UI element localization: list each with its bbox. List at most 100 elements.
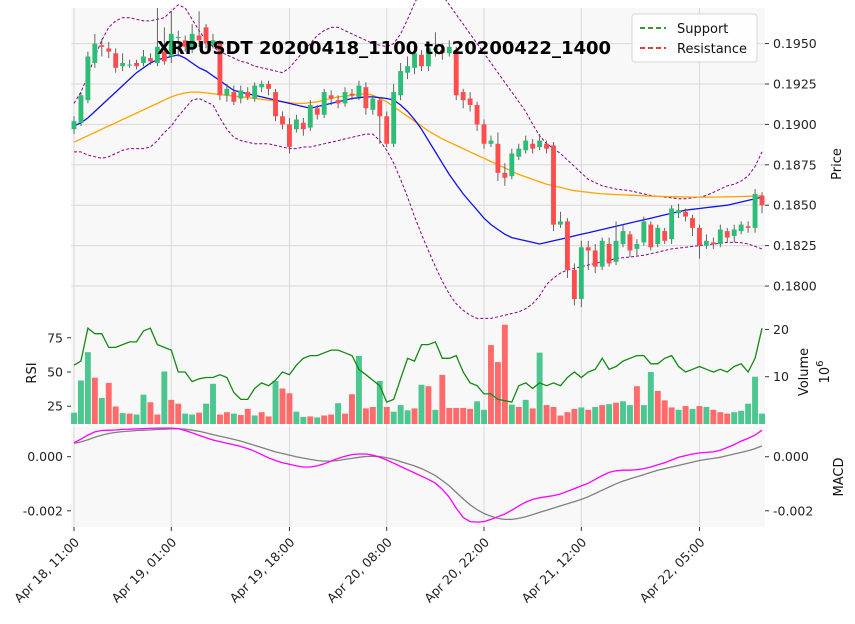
candle-body bbox=[425, 48, 431, 67]
volume-bars bbox=[71, 324, 765, 424]
candle-body bbox=[544, 143, 549, 149]
candle-body bbox=[328, 95, 334, 99]
volume-bar bbox=[237, 415, 244, 424]
candle-body bbox=[703, 240, 709, 246]
volume-bar bbox=[446, 407, 453, 424]
candle-body bbox=[717, 229, 723, 245]
candle-body bbox=[697, 227, 702, 246]
candle-body bbox=[676, 210, 682, 214]
rsi-tick-label: 25 bbox=[47, 399, 63, 414]
volume-bar bbox=[536, 352, 543, 424]
volume-bar bbox=[91, 377, 98, 424]
volume-bar bbox=[613, 402, 620, 424]
candle-body bbox=[189, 33, 195, 51]
volume-bar bbox=[376, 380, 383, 424]
volume-bar bbox=[126, 413, 133, 424]
candle-body bbox=[92, 43, 98, 63]
price-tick-label: 0.1825 bbox=[773, 238, 817, 253]
volume-bar bbox=[244, 408, 251, 424]
volume-bar bbox=[404, 410, 411, 424]
legend-support-label: Support bbox=[677, 22, 728, 37]
volume-bar bbox=[397, 405, 404, 424]
indicator-panel-bg bbox=[71, 320, 765, 424]
candle-body bbox=[453, 50, 459, 96]
volume-bar bbox=[675, 409, 682, 424]
candle-body bbox=[127, 64, 133, 66]
candle-body bbox=[460, 92, 466, 101]
volume-bar bbox=[279, 388, 286, 424]
candle-body bbox=[203, 27, 209, 44]
candle-body bbox=[488, 140, 494, 144]
candle-body bbox=[655, 227, 661, 245]
volume-bar bbox=[578, 407, 585, 424]
volume-bar bbox=[647, 372, 654, 424]
rsi-tick-label: 75 bbox=[47, 330, 63, 345]
candle-body bbox=[335, 100, 341, 104]
volume-bar bbox=[759, 413, 765, 424]
candle-body bbox=[161, 51, 167, 62]
candle-body bbox=[724, 231, 730, 238]
candle-body bbox=[564, 221, 570, 270]
candle-body bbox=[342, 92, 348, 104]
candle-body bbox=[259, 83, 265, 88]
volume-bar bbox=[112, 406, 119, 424]
candle-body bbox=[606, 244, 612, 264]
macd-axis-label: MACD bbox=[832, 458, 847, 497]
volume-bar bbox=[508, 404, 515, 424]
x-tick-label: Apr 21, 12:00 bbox=[518, 534, 589, 605]
candle-body bbox=[307, 104, 313, 128]
volume-bar bbox=[321, 415, 328, 424]
price-axis-label: Price bbox=[830, 148, 845, 180]
x-tick-label: Apr 20, 08:00 bbox=[324, 534, 395, 605]
candle-body bbox=[99, 45, 105, 47]
volume-bar bbox=[390, 411, 397, 424]
volume-bar bbox=[557, 415, 564, 424]
volume-bar bbox=[182, 413, 189, 424]
volume-bar bbox=[411, 408, 418, 424]
volume-bar bbox=[286, 393, 293, 424]
candle-body bbox=[148, 58, 153, 62]
volume-bar bbox=[383, 406, 390, 424]
volume-bar bbox=[272, 380, 279, 424]
volume-bar bbox=[668, 407, 675, 424]
candle-body bbox=[620, 231, 626, 245]
candle-body bbox=[759, 195, 765, 206]
candle-body bbox=[266, 83, 272, 89]
candle-body bbox=[370, 98, 376, 110]
volume-bar bbox=[710, 409, 717, 424]
legend-box bbox=[631, 13, 758, 63]
candle-body bbox=[377, 100, 383, 117]
volume-bar bbox=[738, 410, 745, 424]
candle-body bbox=[391, 92, 397, 144]
candle-body bbox=[495, 143, 501, 173]
candle-body bbox=[273, 92, 278, 117]
candle-body bbox=[634, 244, 640, 249]
candle-body bbox=[558, 221, 563, 225]
volume-bar bbox=[661, 400, 668, 424]
legend: Support Resistance bbox=[631, 13, 758, 63]
volume-bar bbox=[328, 414, 335, 424]
price-overlays bbox=[73, 0, 763, 319]
candle-body bbox=[85, 56, 91, 101]
volume-bar bbox=[71, 412, 77, 424]
volume-bar bbox=[703, 406, 710, 424]
candle-body bbox=[154, 46, 160, 63]
candle-body bbox=[419, 54, 424, 67]
volume-scale-label: 106 bbox=[815, 361, 833, 384]
volume-bar bbox=[474, 401, 481, 424]
volume-bar bbox=[543, 405, 550, 424]
volume-bar bbox=[251, 415, 258, 424]
candle-body bbox=[141, 56, 146, 63]
volume-bar bbox=[501, 324, 508, 424]
candle-body bbox=[245, 92, 251, 97]
candle-body bbox=[175, 37, 181, 39]
volume-bar bbox=[529, 408, 536, 424]
volume-bar bbox=[418, 384, 425, 424]
volume-bar bbox=[432, 409, 439, 424]
candle-body bbox=[182, 40, 188, 47]
volume-bar bbox=[161, 371, 168, 424]
macd-lines bbox=[73, 427, 763, 523]
volume-bar bbox=[168, 399, 175, 424]
candle-body bbox=[474, 104, 480, 125]
